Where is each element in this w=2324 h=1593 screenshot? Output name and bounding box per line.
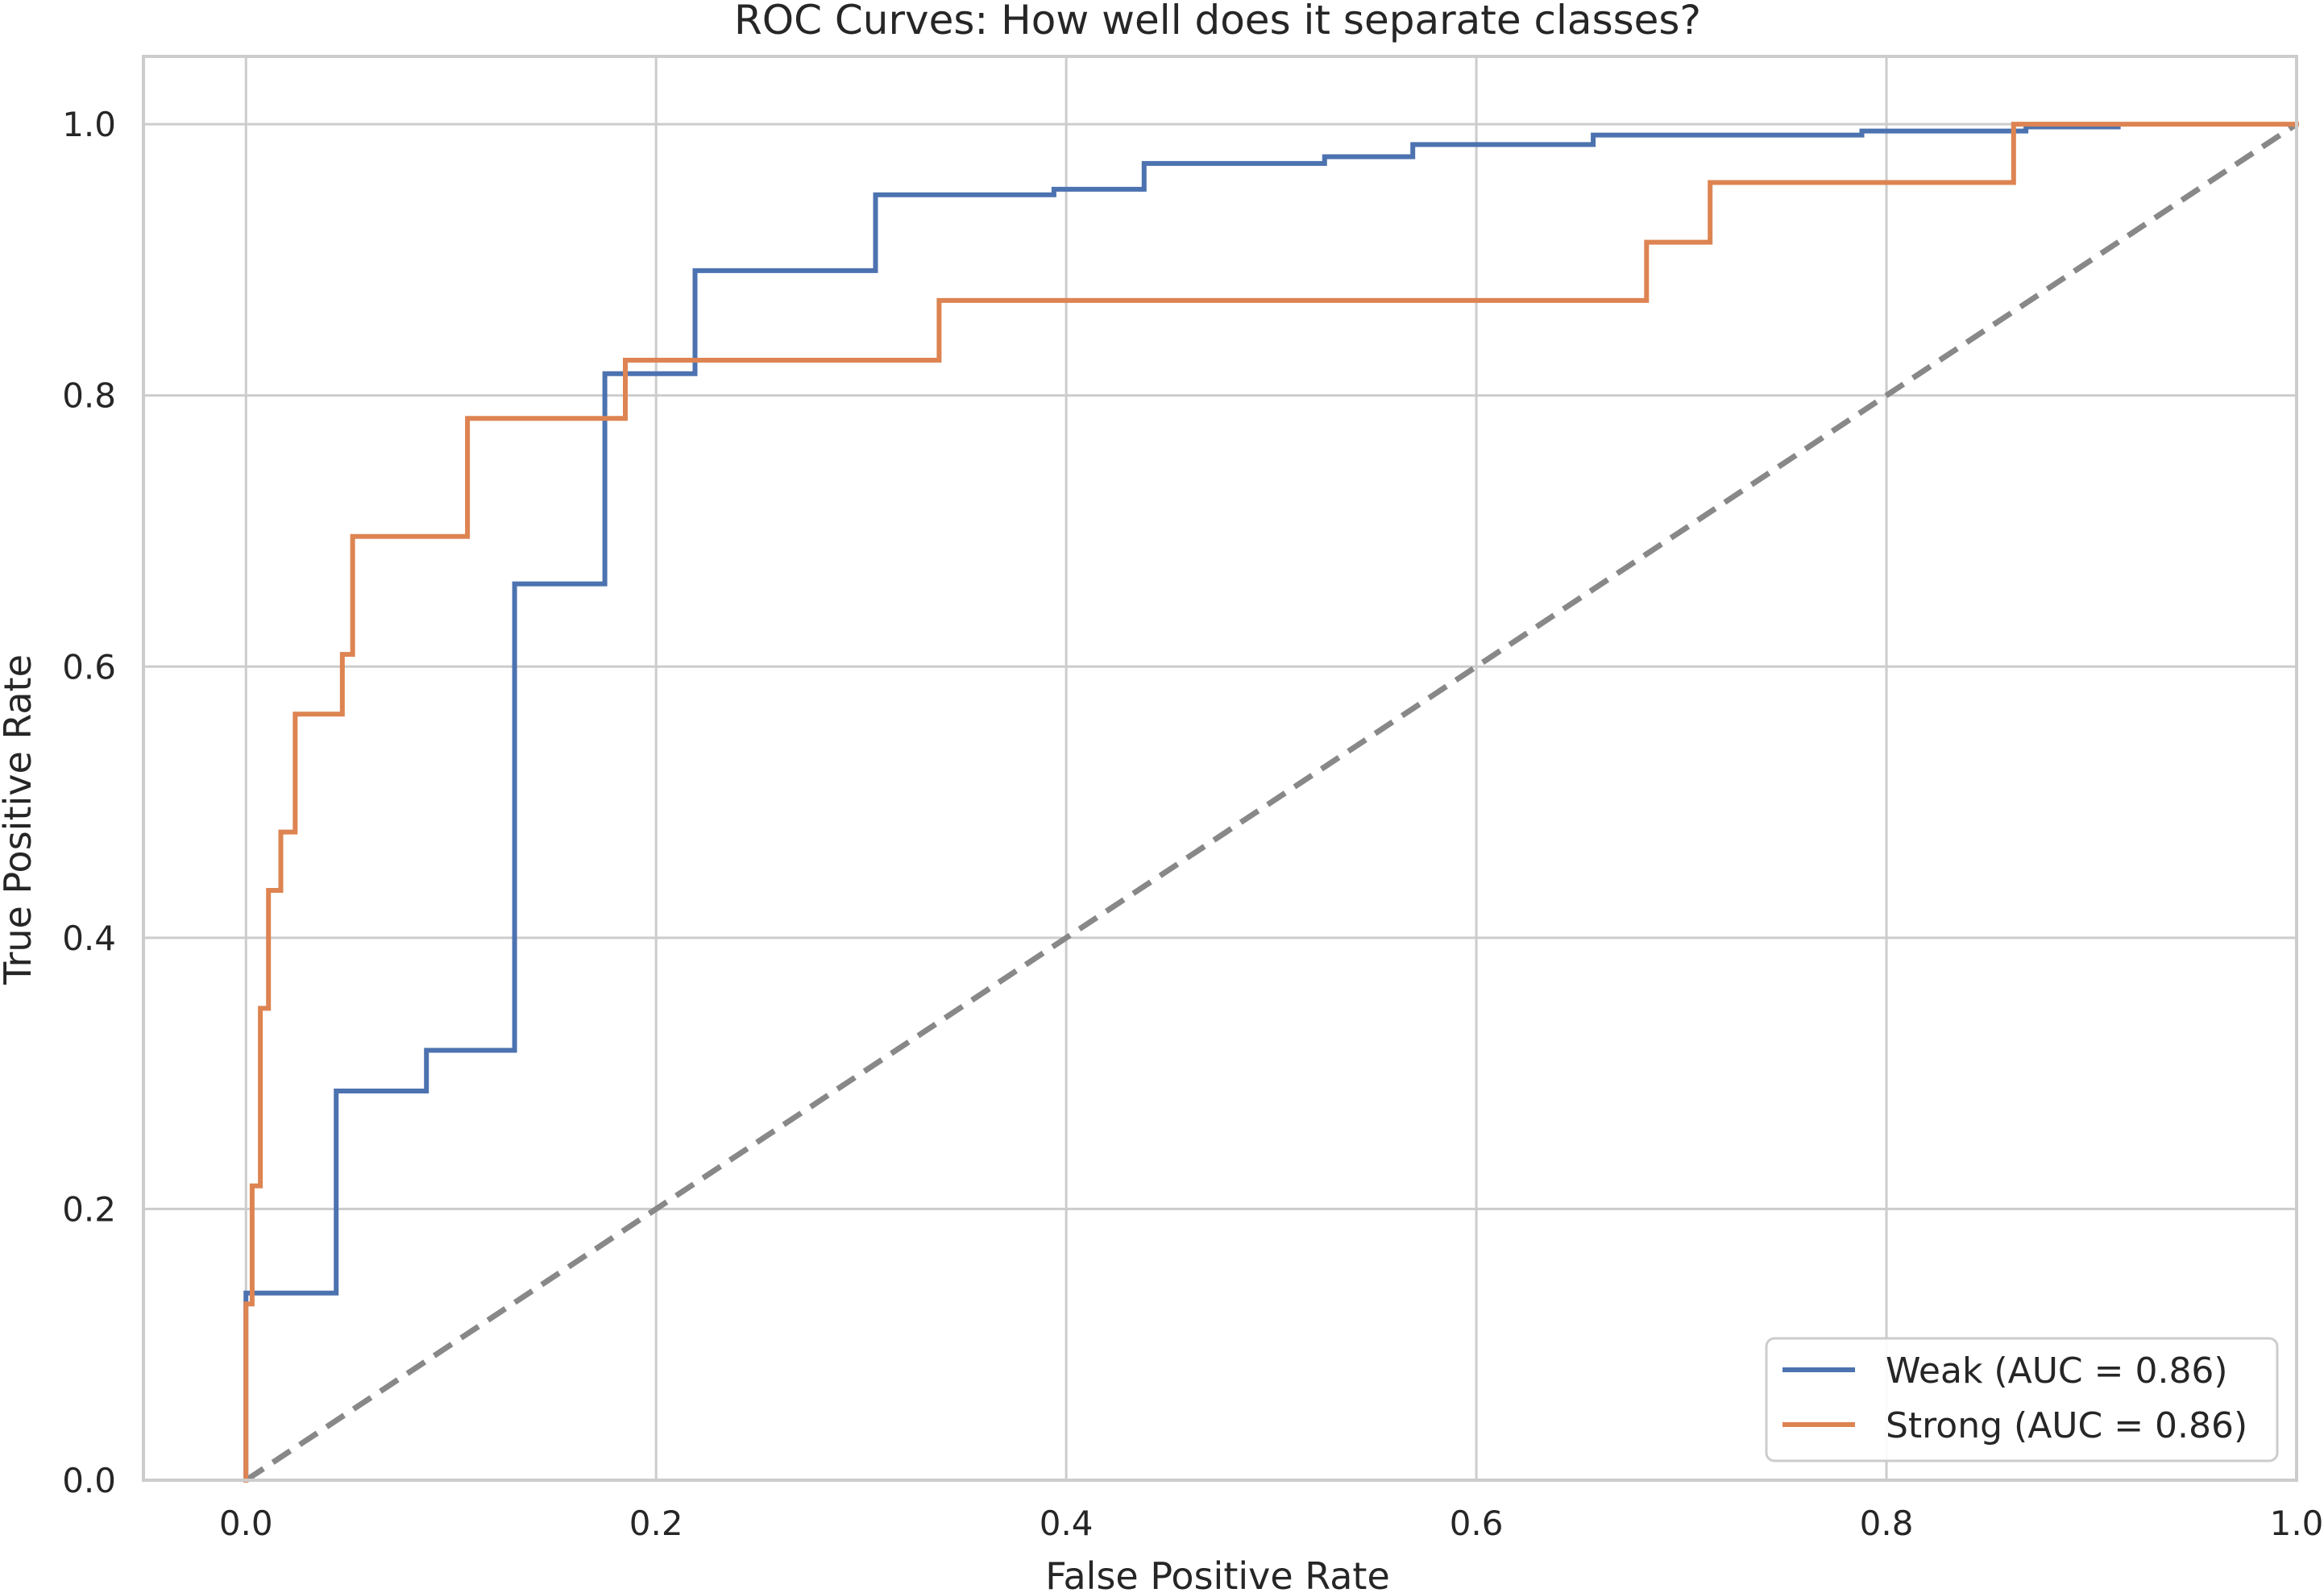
y-tick-label: 0.4 <box>62 919 116 958</box>
y-tick-label: 0.6 <box>62 647 116 687</box>
y-tick-label: 0.0 <box>62 1461 116 1500</box>
x-tick-label: 0.8 <box>1860 1504 1914 1543</box>
y-tick-label: 1.0 <box>62 105 116 144</box>
x-tick-label: 0.2 <box>629 1504 683 1543</box>
plot-frame <box>142 55 2298 1482</box>
x-tick-label: 1.0 <box>2270 1504 2324 1543</box>
x-tick-label: 0.4 <box>1040 1504 1094 1543</box>
roc-curve-strong <box>243 122 2299 1483</box>
chart-title: ROC Curves: How well does it separate cl… <box>734 0 1701 44</box>
x-axis-title: False Positive Rate <box>1045 1554 1390 1593</box>
roc-curve-weak <box>243 124 2121 1483</box>
legend-box <box>1765 1337 2279 1462</box>
reference-layer <box>244 122 2298 1483</box>
chance-reference-line <box>244 122 2298 1483</box>
y-tick-label: 0.8 <box>62 376 116 416</box>
tick-layer: 0.0 0.2 0.4 0.6 0.8 1.0 0.0 0.2 0.4 0.6 0.8 1.0 <box>62 105 2323 1543</box>
y-axis-title: True Positive Rate <box>0 654 39 985</box>
x-tick-label: 0.0 <box>219 1504 273 1543</box>
legend-label-strong: Strong (AUC = 0.86) <box>1886 1405 2247 1446</box>
y-tick-label: 0.2 <box>62 1189 116 1229</box>
legend: Weak (AUC = 0.86) Strong (AUC = 0.86) <box>1765 1337 2279 1462</box>
grid-layer <box>143 56 2297 1480</box>
x-tick-label: 0.6 <box>1450 1504 1504 1543</box>
legend-label-weak: Weak (AUC = 0.86) <box>1886 1350 2228 1392</box>
series-layer <box>243 122 2299 1483</box>
